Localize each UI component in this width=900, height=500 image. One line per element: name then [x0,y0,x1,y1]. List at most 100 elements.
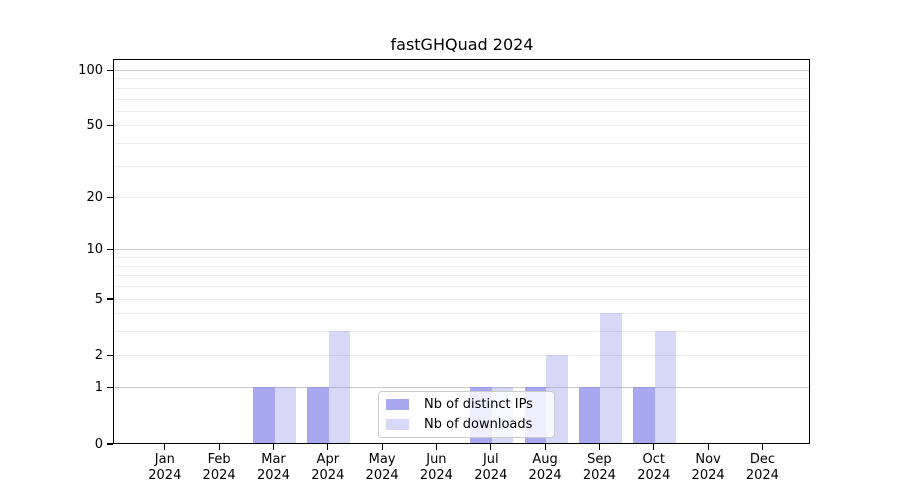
gridline-minor [114,298,809,300]
x-tick-month: Feb [207,452,231,467]
x-tick-label: Feb 2024 [189,452,249,484]
x-tick-month: Jan [154,452,175,467]
x-tick-label: Mar 2024 [244,452,304,484]
x-tick-month: Aug [532,452,558,467]
x-tick-year: 2024 [365,468,399,483]
x-tick-label: Jan 2024 [135,452,195,484]
x-tick [544,444,546,450]
gridline-minor [114,125,809,127]
y-tick-label: 100 [78,63,103,78]
x-tick-month: Dec [749,452,775,467]
legend-item-downloads: Nb of downloads [386,417,554,432]
x-tick-year: 2024 [637,468,671,483]
gridline-major [114,70,809,71]
y-tick [107,125,113,127]
gridline-minor [114,313,809,315]
x-tick [218,444,220,450]
x-tick-month: Jul [482,452,499,467]
legend-item-distinct-ips: Nb of distinct IPs [386,397,554,412]
x-tick-month: Sep [587,452,612,467]
x-tick [490,444,492,450]
x-tick [761,444,763,450]
y-tick [107,298,113,300]
gridline-major [114,249,809,251]
x-tick [435,444,437,450]
x-tick-label: Sep 2024 [569,452,629,484]
bar-downloads [274,387,296,444]
y-tick-label: 2 [94,347,103,363]
legend-swatch-downloads [386,419,409,430]
gridline-minor [114,331,809,333]
legend-swatch-distinct-ips [386,399,409,410]
x-tick-label: Jul 2024 [461,452,521,484]
y-tick [107,443,113,445]
gridline-minor [114,110,809,112]
x-tick-year: 2024 [202,468,236,483]
plot-area [113,59,810,444]
x-tick-year: 2024 [528,468,562,483]
gridline-major [114,387,809,389]
gridline-minor [114,265,809,267]
gridline-minor [114,275,809,277]
chart-title: fastGHQuad 2024 [390,35,534,54]
x-tick-label: Jun 2024 [406,452,466,484]
gridline-minor [114,286,809,287]
x-tick-year: 2024 [311,468,345,483]
x-tick-month: Nov [695,452,721,467]
x-tick [272,444,275,450]
legend-label-downloads: Nb of downloads [424,417,533,432]
x-tick [327,444,329,450]
y-tick-label: 0 [94,436,103,452]
x-tick-label: Oct 2024 [624,452,684,484]
x-tick-month: Mar [261,452,286,467]
y-tick-label: 1 [94,380,103,396]
x-tick-label: Apr 2024 [298,452,358,484]
x-tick-label: Dec 2024 [732,452,792,484]
x-tick-label: Nov 2024 [678,452,738,484]
x-tick [707,444,709,450]
x-tick [381,444,383,450]
gridline-minor [114,257,809,259]
gridline-minor [114,143,809,144]
bar-distinct-ips [253,387,275,444]
y-tick [107,69,113,72]
x-tick-year: 2024 [582,468,616,483]
x-tick-year: 2024 [745,468,779,483]
bar-distinct-ips [578,387,601,444]
y-tick-label: 10 [86,242,103,258]
y-tick [107,354,113,356]
legend: Nb of distinct IPs Nb of downloads [378,391,555,438]
gridline-minor [114,354,809,356]
bar-downloads [328,331,351,444]
legend-label-distinct-ips: Nb of distinct IPs [424,397,533,412]
x-tick [164,444,166,450]
y-tick [107,249,113,251]
x-tick-month: Oct [642,452,666,467]
y-tick-label: 20 [86,190,103,206]
x-tick [653,444,655,450]
gridline-minor [114,87,809,89]
x-tick-year: 2024 [256,468,291,483]
x-tick-year: 2024 [691,468,725,483]
gridline-minor [114,197,809,199]
bar-distinct-ips [633,387,655,444]
y-tick [107,387,113,389]
x-tick-month: May [368,452,396,467]
x-tick-month: Jun [426,452,447,467]
x-tick [598,444,600,450]
y-tick-label: 50 [86,118,103,134]
gridline-minor [114,165,809,167]
x-tick-label: Aug 2024 [515,452,575,484]
x-tick-month: Apr [316,452,340,467]
x-tick-label: May 2024 [352,452,412,484]
y-tick-label: 5 [94,291,103,307]
bar-downloads [654,331,677,444]
x-tick-year: 2024 [148,468,182,483]
gridline-minor [114,78,809,80]
y-tick [107,197,113,199]
x-tick-year: 2024 [474,468,508,483]
x-tick-year: 2024 [419,468,453,483]
bar-distinct-ips [307,387,329,444]
gridline-minor [114,98,809,100]
